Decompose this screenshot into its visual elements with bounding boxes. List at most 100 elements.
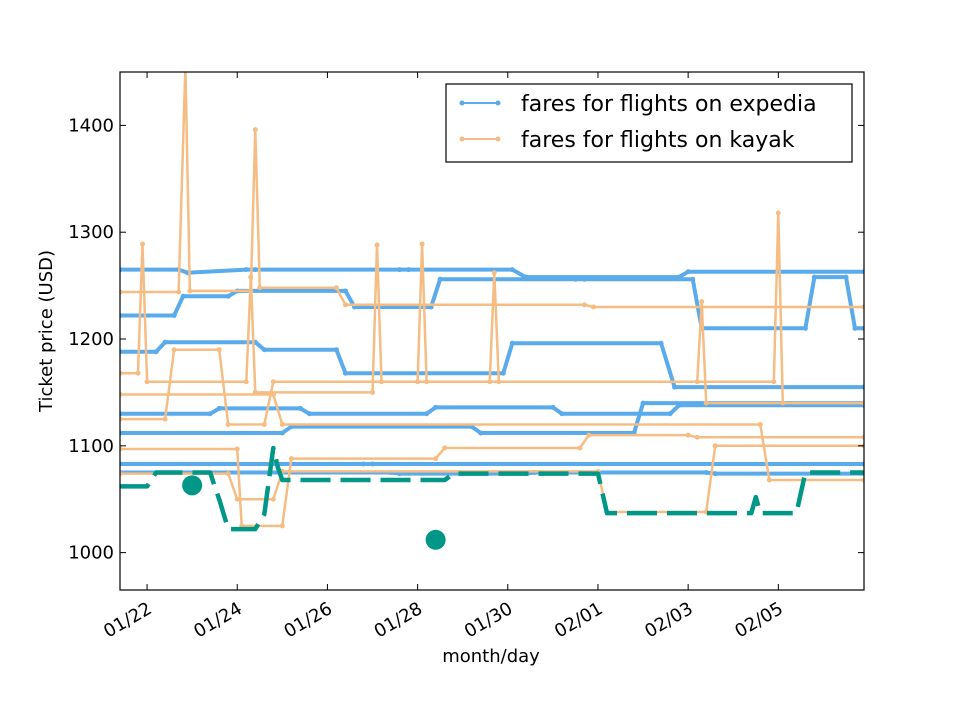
series-point-expedia-3 bbox=[342, 370, 348, 376]
series-point-kayak-3 bbox=[487, 379, 493, 385]
y-tick-label: 1000 bbox=[68, 543, 114, 564]
series-line-kayak-5 bbox=[120, 444, 864, 514]
series-point-expedia-2 bbox=[802, 325, 808, 331]
series-point-kayak-4 bbox=[120, 446, 123, 452]
series-point-kayak-1 bbox=[187, 288, 193, 294]
x-tick-label: 01/26 bbox=[280, 598, 335, 642]
y-tick-label: 1400 bbox=[68, 115, 114, 136]
series-point-expedia-3 bbox=[261, 347, 267, 353]
series-point-kayak-1 bbox=[120, 289, 123, 295]
series-point-expedia-3 bbox=[120, 349, 123, 355]
legend-box bbox=[445, 83, 853, 163]
series-line-kayak-6 bbox=[120, 393, 864, 482]
series-line-kayak-2 bbox=[120, 242, 864, 405]
legend-expedia-marker-right bbox=[495, 100, 501, 106]
series-point-expedia-5 bbox=[640, 400, 646, 406]
series-line-expedia-7 bbox=[120, 470, 864, 476]
series-point-expedia-1 bbox=[861, 269, 864, 275]
series-point-expedia-4 bbox=[306, 411, 312, 417]
series-point-expedia-2 bbox=[342, 288, 348, 294]
series-point-kayak-3 bbox=[270, 379, 276, 385]
series-point-kayak-5 bbox=[712, 443, 718, 449]
series-point-kayak-3 bbox=[415, 379, 421, 385]
series-point-kayak-3 bbox=[771, 379, 777, 385]
series-point-kayak-5 bbox=[120, 471, 123, 477]
series-point-expedia-3 bbox=[153, 349, 159, 355]
series-point-expedia-5 bbox=[478, 430, 484, 436]
series-point-kayak-4 bbox=[442, 445, 448, 451]
series-point-expedia-5 bbox=[120, 430, 123, 436]
series-point-kayak-2 bbox=[248, 274, 254, 280]
x-tick-label: 01/30 bbox=[461, 598, 516, 642]
series-point-expedia-1 bbox=[685, 269, 691, 275]
x-tick-label: 01/22 bbox=[100, 598, 155, 642]
series-point-expedia-3 bbox=[500, 370, 506, 376]
series-point-kayak-6 bbox=[120, 392, 123, 398]
series-point-kayak-3 bbox=[216, 347, 222, 353]
series-point-kayak-2 bbox=[703, 400, 709, 406]
series-point-expedia-2 bbox=[861, 325, 864, 331]
series-point-expedia-4 bbox=[297, 405, 303, 411]
series-point-kayak-1 bbox=[861, 304, 864, 310]
series-point-kayak-2 bbox=[140, 241, 146, 247]
legend-kayak-label: fares for flights on kayak bbox=[521, 128, 795, 153]
series-point-expedia-2 bbox=[171, 313, 177, 319]
series-point-kayak-6 bbox=[270, 392, 276, 398]
series-point-kayak-6 bbox=[279, 421, 285, 427]
series-point-kayak-1 bbox=[581, 302, 587, 308]
series-layer bbox=[120, 64, 864, 532]
min-fare-marker bbox=[425, 529, 446, 550]
series-point-kayak-1 bbox=[183, 64, 188, 69]
series-point-kayak-4 bbox=[685, 432, 691, 438]
series-point-kayak-4 bbox=[577, 445, 583, 451]
series-point-kayak-4 bbox=[586, 432, 592, 438]
series-point-expedia-4 bbox=[667, 411, 673, 417]
series-point-kayak-2 bbox=[144, 379, 150, 385]
series-point-expedia-2 bbox=[843, 274, 849, 280]
x-axis-title: month/day bbox=[442, 646, 540, 667]
series-point-kayak-1 bbox=[590, 304, 596, 310]
series-point-expedia-2 bbox=[690, 276, 696, 282]
y-axis: 1000 1100 1200 1300 1400 bbox=[68, 115, 864, 564]
series-point-expedia-2 bbox=[437, 276, 443, 282]
series-point-expedia-7 bbox=[703, 470, 709, 476]
series-point-expedia-1 bbox=[509, 267, 515, 273]
series-point-kayak-3 bbox=[775, 210, 781, 216]
series-point-expedia-6 bbox=[861, 461, 864, 467]
series-point-expedia-4 bbox=[550, 404, 556, 410]
x-tick-label: 02/03 bbox=[641, 598, 696, 642]
series-point-expedia-3 bbox=[861, 384, 864, 390]
series-point-expedia-2 bbox=[572, 276, 578, 282]
series-point-kayak-5 bbox=[270, 496, 276, 502]
series-point-kayak-2 bbox=[699, 299, 705, 305]
series-point-expedia-4 bbox=[433, 404, 439, 410]
series-point-kayak-2 bbox=[374, 242, 380, 248]
series-point-kayak-4 bbox=[234, 446, 240, 452]
y-axis-title: Ticket price (USD) bbox=[36, 250, 57, 413]
series-point-expedia-4 bbox=[424, 411, 430, 417]
series-point-kayak-1 bbox=[257, 285, 263, 291]
series-line-min-fare bbox=[120, 445, 864, 532]
series-point-expedia-4 bbox=[207, 411, 213, 417]
x-tick-label: 02/01 bbox=[551, 598, 606, 642]
series-point-expedia-4 bbox=[216, 405, 222, 411]
series-point-kayak-1 bbox=[252, 127, 258, 133]
series-point-kayak-3 bbox=[496, 379, 502, 385]
series-point-kayak-2 bbox=[243, 379, 249, 385]
x-tick-label: 01/24 bbox=[190, 598, 245, 642]
legend-expedia-label: fares for flights on expedia bbox=[521, 92, 817, 117]
series-point-expedia-6 bbox=[370, 461, 376, 467]
series-point-kayak-6 bbox=[861, 477, 864, 483]
x-tick-label: 02/05 bbox=[731, 598, 786, 642]
highlight-layer bbox=[182, 475, 446, 550]
series-point-expedia-4 bbox=[559, 411, 565, 417]
series-point-expedia-3 bbox=[658, 340, 664, 346]
series-point-expedia-1 bbox=[252, 267, 258, 273]
series-point-expedia-1 bbox=[406, 267, 412, 273]
series-point-kayak-6 bbox=[766, 477, 772, 483]
series-line-expedia-2 bbox=[120, 275, 864, 331]
series-point-kayak-3 bbox=[171, 347, 177, 353]
series-point-expedia-2 bbox=[852, 325, 858, 331]
series-point-kayak-3 bbox=[491, 270, 497, 276]
